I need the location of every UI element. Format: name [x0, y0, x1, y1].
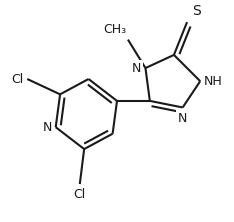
Text: Cl: Cl — [11, 73, 23, 85]
Text: N: N — [42, 121, 52, 134]
Text: N: N — [178, 112, 187, 125]
Text: Cl: Cl — [74, 188, 86, 202]
Text: NH: NH — [204, 75, 223, 88]
Text: CH₃: CH₃ — [104, 23, 127, 36]
Text: S: S — [193, 4, 201, 18]
Text: N: N — [132, 61, 142, 75]
